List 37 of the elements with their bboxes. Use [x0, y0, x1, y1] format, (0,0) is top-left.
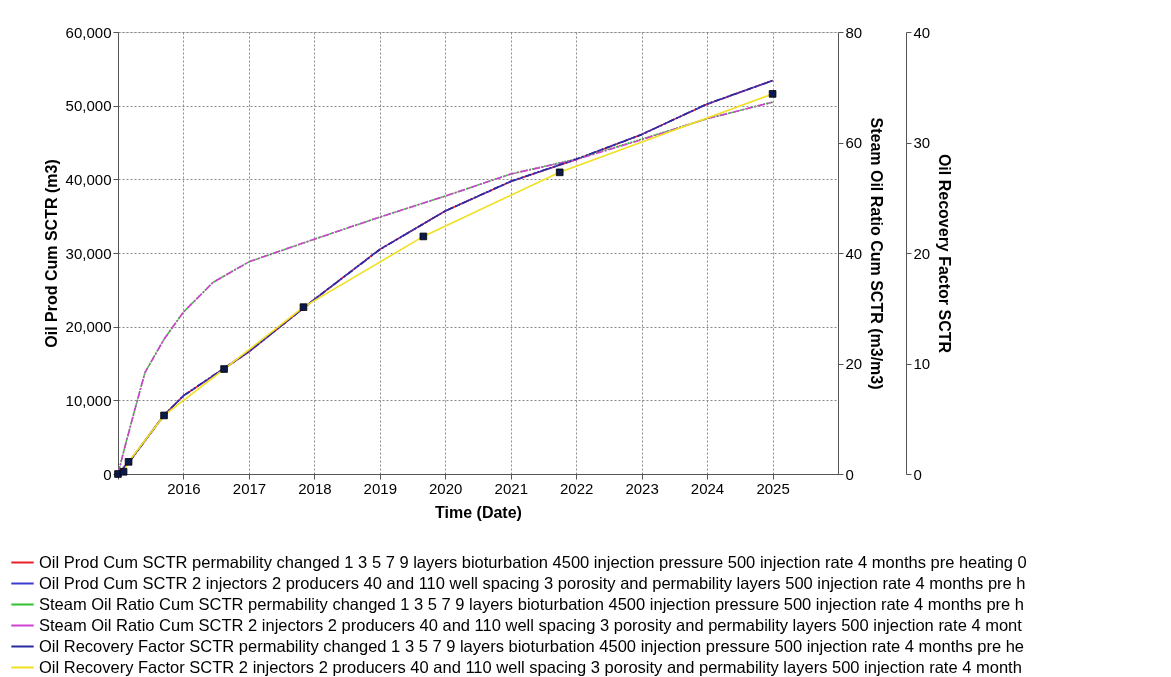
- x-tick-label: 2024: [690, 479, 725, 497]
- x-axis-title: Time (Date): [435, 503, 522, 521]
- y2-tick-label: 40: [845, 244, 863, 262]
- y-tick-label: 40,000: [65, 170, 112, 188]
- legend-label: Steam Oil Ratio Cum SCTR permability changed 1 3 5 7 9 layers bioturbation 4500 injection pressure 500 injection rate 4 months pre h: [39, 594, 1025, 613]
- y3-tick-label: 40: [913, 23, 931, 41]
- x-tick-label: 2025: [756, 479, 790, 497]
- y-tick-label: 20,000: [65, 318, 112, 336]
- x-tick-label: 2021: [494, 479, 528, 497]
- y-tick-label: 30,000: [65, 244, 112, 262]
- y-axis-title: Oil Prod Cum SCTR (m3): [42, 159, 60, 348]
- y3-tick-label: 20: [913, 244, 931, 262]
- y-tick-label: 0: [103, 465, 112, 483]
- y2-tick-label: 60: [845, 134, 863, 151]
- y2-tick-label: 80: [845, 23, 863, 41]
- legend-label: Oil Prod Cum SCTR 2 injectors 2 producers 40 and 110 well spacing 3 porosity and permability layers 500 injection rate 4 months pre h: [39, 573, 1026, 592]
- legend-label: Oil Prod Cum SCTR permability changed 1 3 5 7 9 layers bioturbation 4500 injection pressure 500 injection rate 4 months pre heating 0: [39, 552, 1027, 571]
- y2-tick-label: 0: [845, 465, 854, 483]
- y-tick-label: 50,000: [65, 97, 112, 115]
- y2-axis-title: Steam Oil Ratio Cum SCTR (m3/m3): [868, 117, 886, 390]
- y-tick-label: 10,000: [65, 391, 112, 409]
- x-tick-label: 2018: [298, 479, 332, 497]
- y3-tick-label: 30: [913, 134, 931, 151]
- x-tick-label: 2023: [625, 479, 659, 497]
- x-tick-label: 2020: [429, 479, 463, 497]
- legend-label: Oil Recovery Factor SCTR 2 injectors 2 producers 40 and 110 well spacing 3 porosity and permability layers 500 injection rate 4 month: [39, 657, 1022, 676]
- x-tick-label: 2022: [560, 479, 594, 497]
- x-tick-label: 2016: [167, 479, 201, 497]
- legend-label: Steam Oil Ratio Cum SCTR 2 injectors 2 producers 40 and 110 well spacing 3 porosity and permability layers 500 injection rate 4 mont: [39, 615, 1023, 634]
- legend-label: Oil Recovery Factor SCTR permability changed 1 3 5 7 9 layers bioturbation 4500 injection pressure 500 injection rate 4 months pre he: [39, 636, 1025, 655]
- y-tick-label: 60,000: [65, 23, 112, 41]
- y2-tick-label: 20: [845, 355, 863, 372]
- x-tick-label: 2017: [232, 479, 267, 497]
- y3-axis-title: Oil Recovery Factor SCTR: [936, 153, 954, 354]
- y3-tick-label: 10: [913, 355, 931, 372]
- x-tick-label: 2019: [363, 479, 397, 497]
- y3-tick-label: 0: [913, 465, 922, 483]
